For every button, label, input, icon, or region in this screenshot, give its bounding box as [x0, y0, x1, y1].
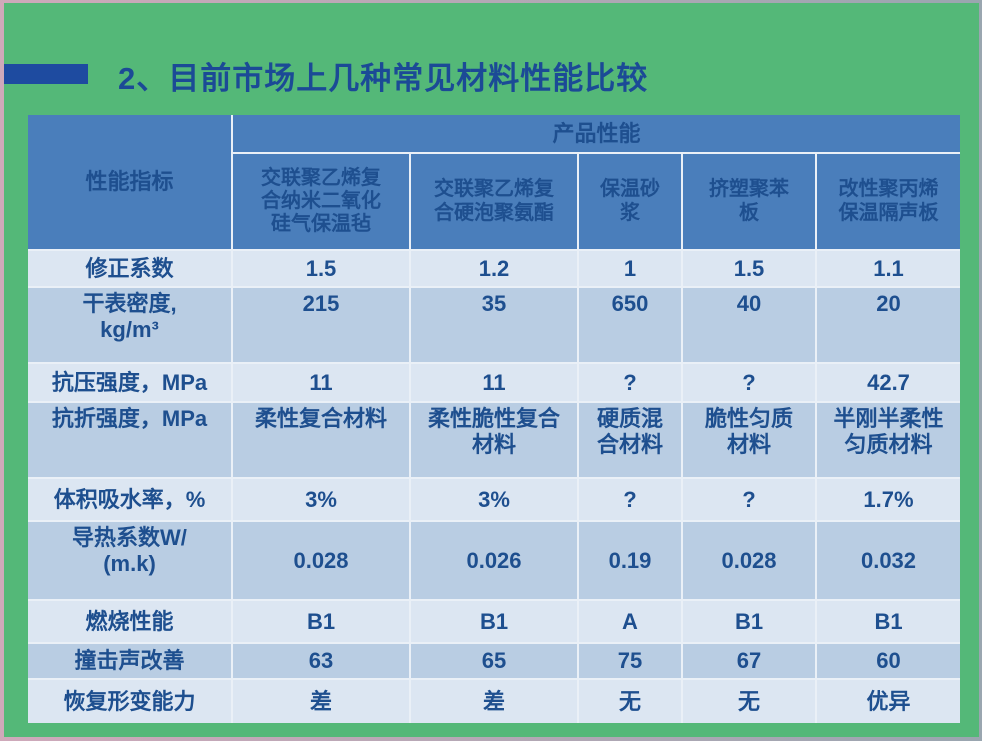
table-row: 抗折强度，MPa 柔性复合材料 柔性脆性复合 材料 硬质混 合材料 脆性匀质 材… — [28, 401, 961, 479]
table-row: 干表密度, kg/m³ 215 35 650 40 20 — [28, 286, 961, 364]
table-cell: 无 — [681, 678, 817, 723]
table-cell: 硬质混 合材料 — [577, 401, 683, 479]
product-columns-row: 交联聚乙烯复 合纳米二氧化 硅气保温毡 交联聚乙烯复 合硬泡聚氨酯 保温砂 浆 … — [28, 152, 961, 251]
table-row: 抗压强度，MPa 11 11 ? ? 42.7 — [28, 362, 961, 403]
table-cell: 63 — [231, 642, 411, 680]
table-cell: B1 — [681, 599, 817, 644]
row-label: 抗折强度，MPa — [28, 401, 233, 479]
table-cell: 0.19 — [577, 520, 683, 601]
table-header-row: 性能指标 产品性能 — [28, 115, 961, 251]
column-header: 改性聚丙烯 保温隔声板 — [814, 152, 961, 251]
table-cell: 215 — [231, 286, 411, 364]
table-cell: 67 — [681, 642, 817, 680]
table-row: 燃烧性能 B1 B1 A B1 B1 — [28, 599, 961, 644]
row-label: 燃烧性能 — [28, 599, 233, 644]
table-cell: 1.7% — [814, 477, 961, 522]
table-cell: B1 — [409, 599, 579, 644]
table-cell: B1 — [814, 599, 961, 644]
table-cell: ? — [681, 362, 817, 403]
table-cell: 1.1 — [814, 249, 961, 288]
table-row: 体积吸水率，% 3% 3% ? ? 1.7% — [28, 477, 961, 522]
table-row: 修正系数 1.5 1.2 1 1.5 1.1 — [28, 249, 961, 288]
table-cell: 650 — [577, 286, 683, 364]
table-cell: 无 — [577, 678, 683, 723]
row-label: 干表密度, kg/m³ — [28, 286, 233, 364]
table-cell: 差 — [231, 678, 411, 723]
column-header: 交联聚乙烯复 合纳米二氧化 硅气保温毡 — [232, 152, 411, 251]
title-accent-bar — [4, 64, 88, 84]
table-row: 恢复形变能力 差 差 无 无 优异 — [28, 678, 961, 723]
table-cell: 60 — [814, 642, 961, 680]
column-header: 交联聚乙烯复 合硬泡聚氨酯 — [409, 152, 579, 251]
table-cell: 40 — [681, 286, 817, 364]
row-label: 抗压强度，MPa — [28, 362, 233, 403]
table-row: 撞击声改善 63 65 75 67 60 — [28, 642, 961, 680]
slide: 2、目前市场上几种常见材料性能比较 性能指标 产品性能 交联聚乙烯复 合纳米二氧… — [4, 3, 979, 737]
table-cell: 11 — [231, 362, 411, 403]
row-label: 修正系数 — [28, 249, 233, 288]
column-header: 挤塑聚苯 板 — [681, 152, 817, 251]
table-cell: 0.028 — [231, 520, 411, 601]
table-cell: 75 — [577, 642, 683, 680]
table-cell: 0.032 — [814, 520, 961, 601]
table-cell: ? — [577, 362, 683, 403]
table-cell: 1.5 — [231, 249, 411, 288]
table-cell: 差 — [409, 678, 579, 723]
page-title: 2、目前市场上几种常见材料性能比较 — [118, 61, 649, 96]
material-comparison-table: 性能指标 产品性能 交联聚乙烯复 合纳米二氧化 硅气保温毡 交联聚乙烯复 合硬泡… — [28, 115, 961, 723]
table-cell: 3% — [231, 477, 411, 522]
row-label: 恢复形变能力 — [28, 678, 233, 723]
table-cell: ? — [681, 477, 817, 522]
table-cell: ? — [577, 477, 683, 522]
table-cell: 脆性匀质 材料 — [681, 401, 817, 479]
table-cell: A — [577, 599, 683, 644]
row-label: 撞击声改善 — [28, 642, 233, 680]
table-row: 导热系数W/ (m.k) 0.028 0.026 0.19 0.028 0.03… — [28, 520, 961, 601]
table-cell: 42.7 — [814, 362, 961, 403]
row-header-cell: 性能指标 — [28, 115, 233, 251]
row-label: 导热系数W/ (m.k) — [28, 520, 233, 601]
table-cell: 65 — [409, 642, 579, 680]
row-label: 体积吸水率，% — [28, 477, 233, 522]
table-cell: 优异 — [814, 678, 961, 723]
table-cell: 柔性脆性复合 材料 — [409, 401, 579, 479]
table-cell: 35 — [409, 286, 579, 364]
table-cell: 柔性复合材料 — [231, 401, 411, 479]
table-cell: B1 — [231, 599, 411, 644]
product-performance-header: 产品性能 — [230, 115, 961, 154]
table-cell: 20 — [814, 286, 961, 364]
table-cell: 0.026 — [409, 520, 579, 601]
table-cell: 3% — [409, 477, 579, 522]
column-header: 保温砂 浆 — [577, 152, 683, 251]
table-cell: 0.028 — [681, 520, 817, 601]
table-cell: 11 — [409, 362, 579, 403]
table-cell: 1.5 — [681, 249, 817, 288]
table-cell: 1.2 — [409, 249, 579, 288]
table-cell: 1 — [577, 249, 683, 288]
table-cell: 半刚半柔性 匀质材料 — [814, 401, 961, 479]
